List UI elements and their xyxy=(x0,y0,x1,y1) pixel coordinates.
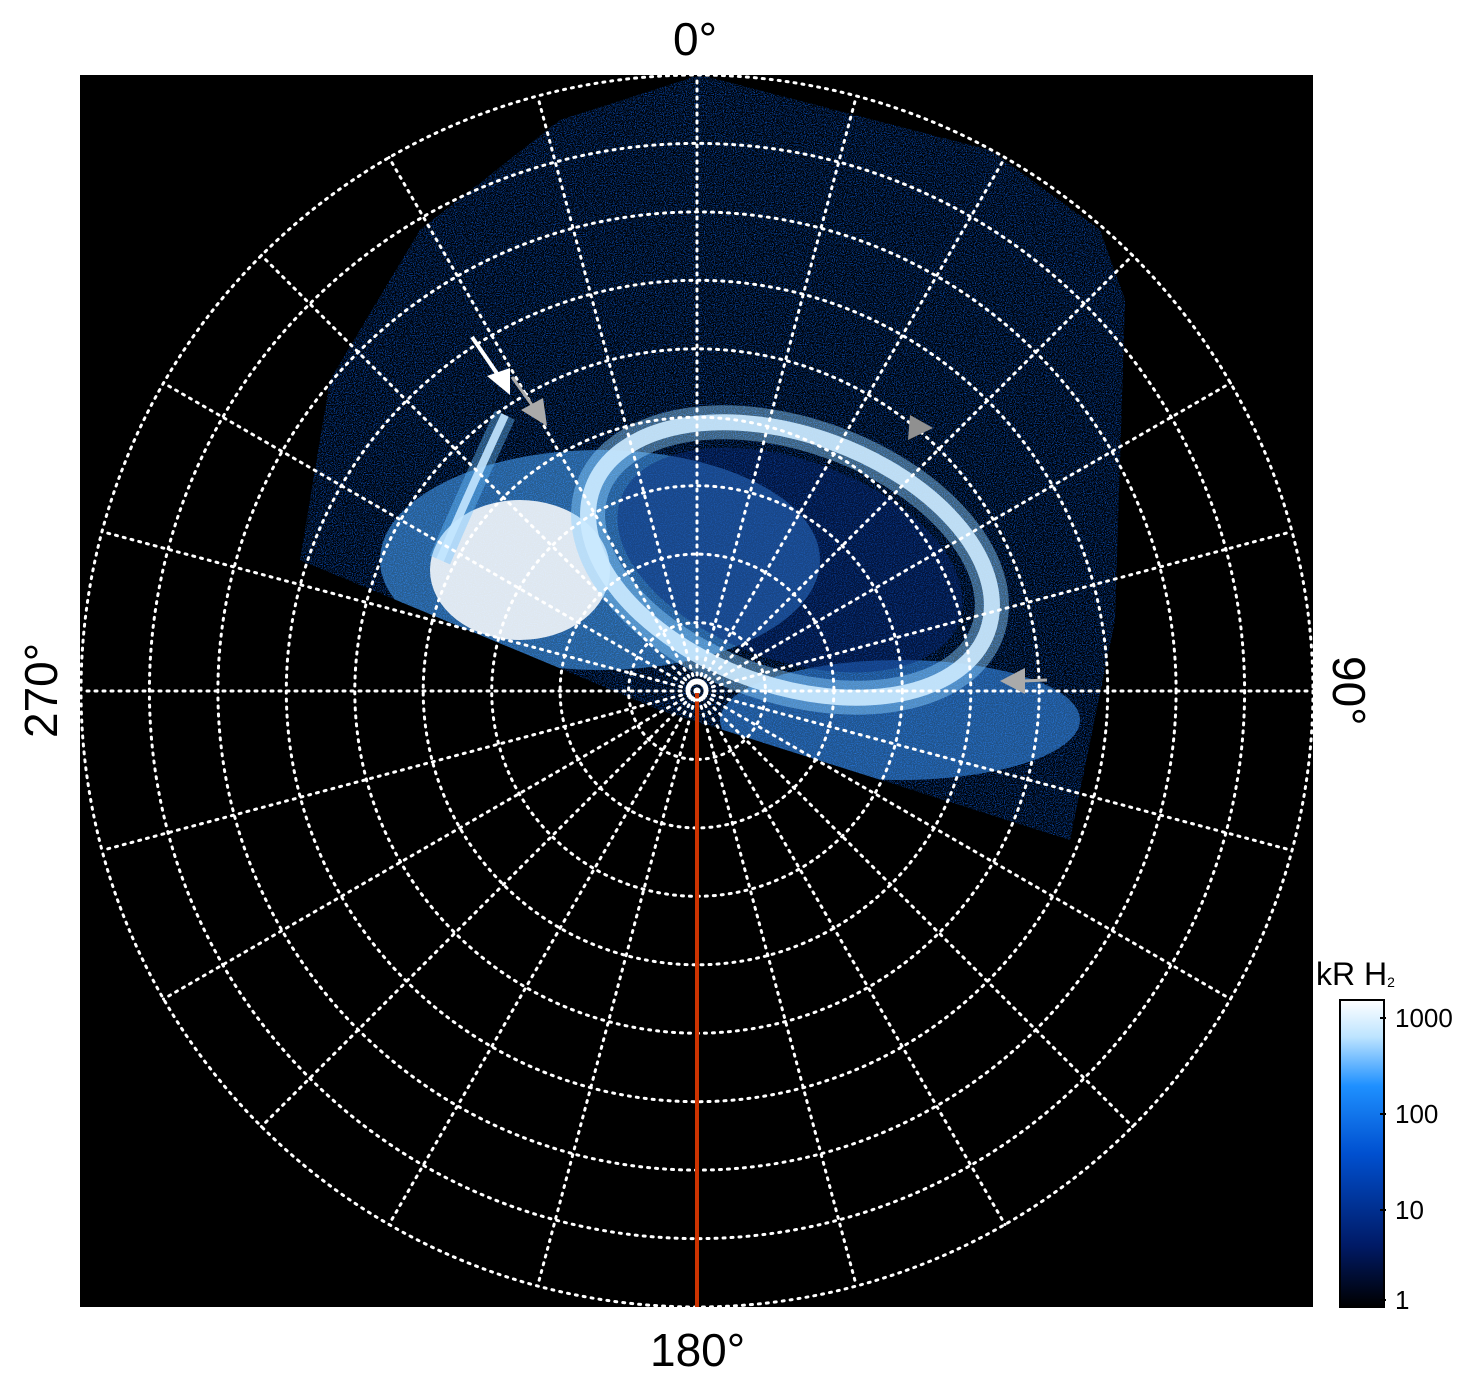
meridian-line xyxy=(536,94,699,693)
auroral-oval xyxy=(580,414,1000,706)
meridian-line xyxy=(162,689,699,1001)
longitude-grid xyxy=(80,75,1313,1307)
meridian-line xyxy=(695,530,1294,693)
angle-label-top: 0° xyxy=(673,13,717,65)
meridian-line xyxy=(100,530,699,693)
colorbar-tick: 1000 xyxy=(1395,1003,1453,1033)
auroral-streak xyxy=(436,413,509,562)
gray-arrow-right xyxy=(1000,668,1048,694)
white-arrow xyxy=(470,335,510,395)
angle-label-left: 270° xyxy=(15,642,67,738)
colorbar-tick: 10 xyxy=(1395,1195,1424,1225)
meridian-line xyxy=(387,689,699,1226)
colorbar-title: kR H2 xyxy=(1316,956,1395,992)
meridian-line xyxy=(100,689,699,852)
colorbar xyxy=(1339,999,1385,1308)
emission-region xyxy=(300,75,1125,840)
meridian-line xyxy=(259,689,699,1129)
colorbar-tick: 1 xyxy=(1395,1285,1410,1315)
meridian-line xyxy=(695,689,1232,1001)
latitude-ring xyxy=(80,75,1313,1307)
gray-arrow-upper-right xyxy=(908,415,933,440)
colorbar-tick: 100 xyxy=(1395,1099,1439,1129)
meridian-line xyxy=(259,253,699,693)
meridian-line xyxy=(162,381,699,693)
meridian-line xyxy=(387,156,699,693)
latitude-ring xyxy=(147,141,1247,1241)
angle-label-right: 90° xyxy=(1323,656,1375,726)
meridian-line xyxy=(695,381,1232,693)
meridian-line xyxy=(695,156,1007,693)
meridian-line xyxy=(695,689,1294,852)
meridian-line xyxy=(695,253,1135,693)
meridian-line xyxy=(536,689,699,1288)
meridian-line xyxy=(695,689,858,1288)
meridian-line xyxy=(695,689,1007,1226)
gray-arrow-upper-left xyxy=(510,376,547,426)
meridian-line xyxy=(695,689,1135,1129)
pole-marker xyxy=(685,678,709,702)
angle-label-bottom: 180° xyxy=(650,1324,746,1376)
meridian-line xyxy=(695,94,858,693)
